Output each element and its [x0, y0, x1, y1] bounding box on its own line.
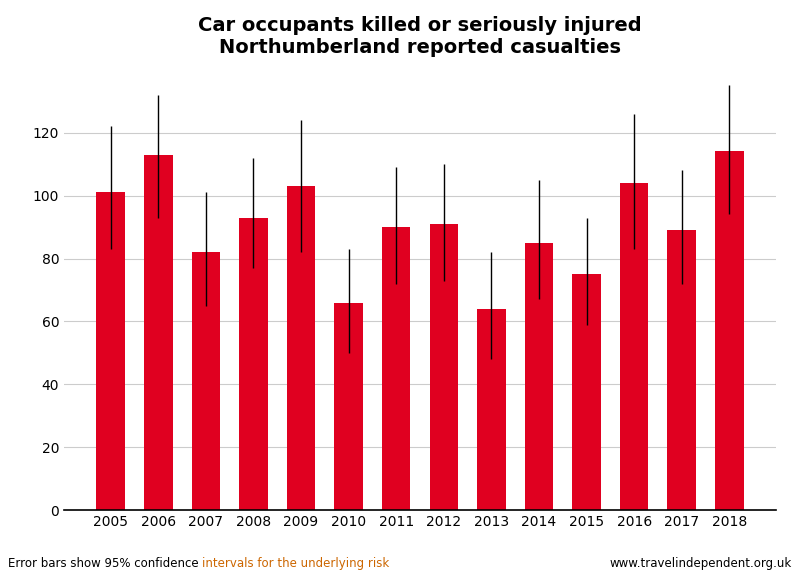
Title: Car occupants killed or seriously injured
Northumberland reported casualties: Car occupants killed or seriously injure…	[198, 16, 642, 57]
Bar	[477, 309, 506, 510]
Bar	[715, 151, 744, 510]
Bar	[620, 183, 649, 510]
Bar	[382, 227, 410, 510]
Text: www.travelindependent.org.uk: www.travelindependent.org.uk	[610, 557, 792, 570]
Bar	[239, 218, 268, 510]
Bar	[144, 155, 173, 510]
Bar	[430, 224, 458, 510]
Bar	[286, 186, 315, 510]
Text: Error bars show 95% confidence: Error bars show 95% confidence	[8, 557, 202, 570]
Bar	[96, 193, 125, 510]
Bar	[667, 230, 696, 510]
Text: intervals for the underlying risk: intervals for the underlying risk	[202, 557, 390, 570]
Bar	[572, 274, 601, 510]
Bar	[191, 252, 220, 510]
Bar	[334, 303, 363, 510]
Bar	[525, 243, 554, 510]
